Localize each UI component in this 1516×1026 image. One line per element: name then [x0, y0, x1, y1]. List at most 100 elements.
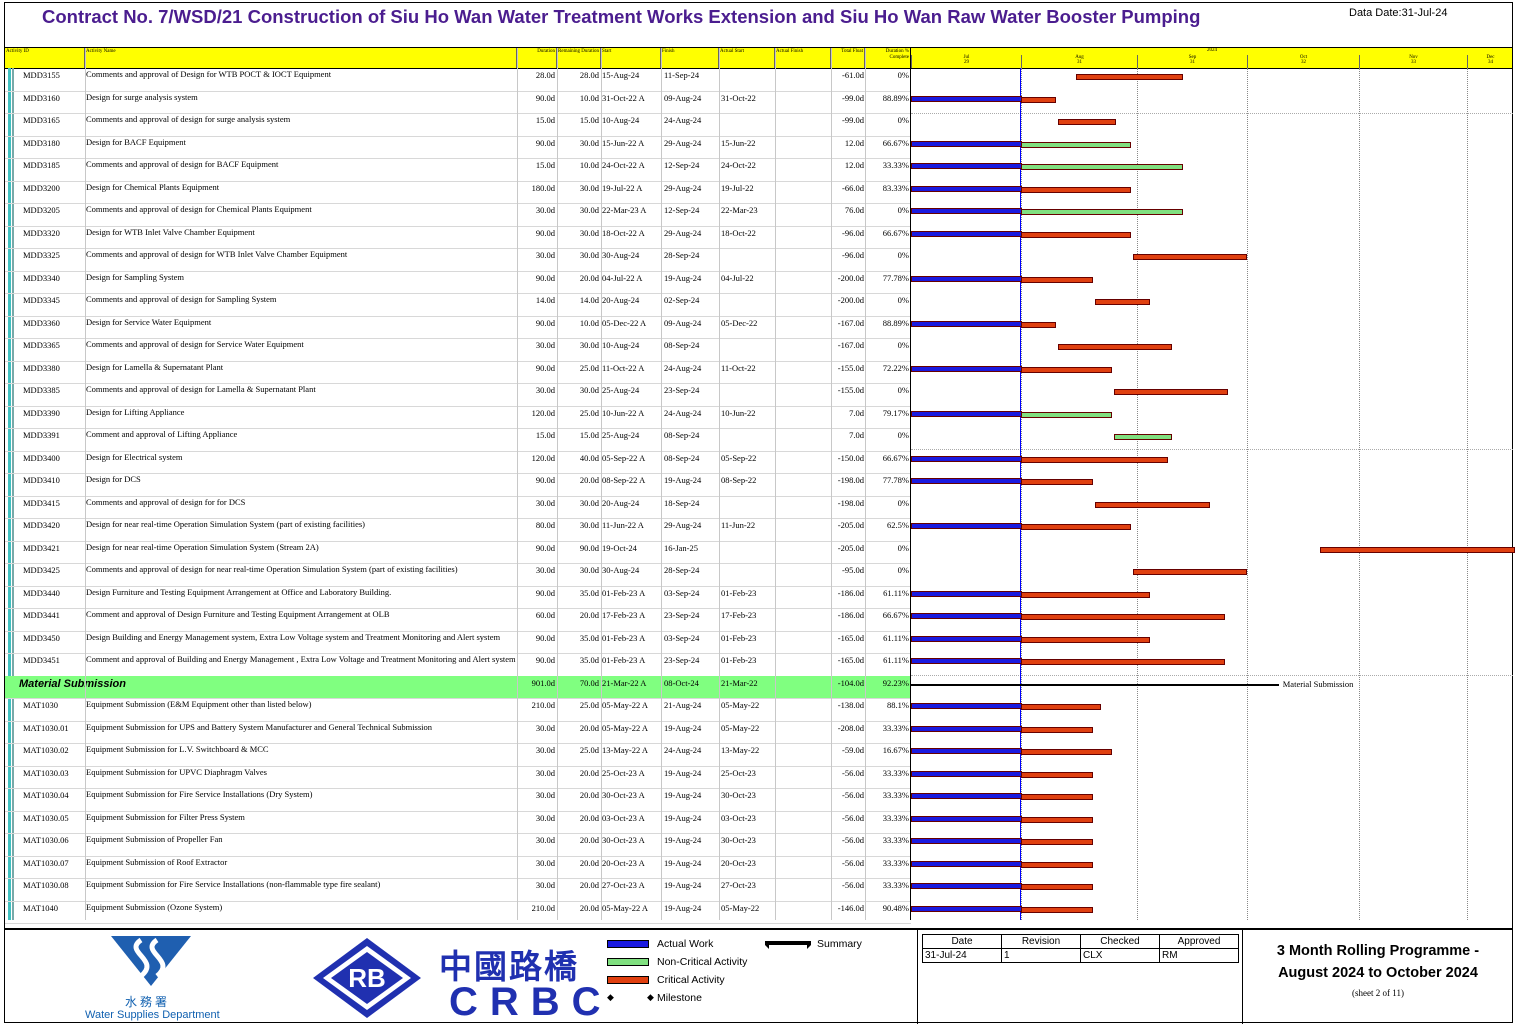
table-row[interactable]: MDD3380 Design for Lamella & Supernatant …: [5, 361, 911, 384]
actual-work-bar[interactable]: [911, 230, 1022, 237]
actual-work-bar[interactable]: [911, 410, 1022, 417]
critical-bar[interactable]: [1021, 659, 1225, 665]
table-row[interactable]: MDD3390 Design for Lifting Appliance 120.0…: [5, 406, 911, 429]
critical-bar[interactable]: [1021, 479, 1094, 485]
actual-work-bar[interactable]: [911, 455, 1022, 462]
actual-work-bar[interactable]: [911, 658, 1022, 664]
table-row[interactable]: MAT1030.01 Equipment Submission for UPS a…: [5, 721, 911, 744]
critical-bar[interactable]: [1021, 839, 1094, 845]
actual-work-bar[interactable]: [911, 770, 1022, 777]
critical-bar[interactable]: [1021, 749, 1112, 755]
table-row[interactable]: MDD3365 Comments and approval of design f…: [5, 338, 911, 362]
actual-work-bar[interactable]: [911, 613, 1022, 619]
critical-bar[interactable]: [1021, 704, 1101, 710]
actual-work-bar[interactable]: [911, 590, 1022, 597]
table-row[interactable]: MDD3400 Design for Electrical system 120.0…: [5, 451, 911, 474]
table-row[interactable]: MDD3420 Design for near real-time Operati…: [5, 518, 911, 542]
critical-bar[interactable]: [1021, 726, 1094, 733]
critical-bar[interactable]: [1113, 389, 1229, 395]
col-actual-finish[interactable]: Actual Finish: [775, 48, 831, 68]
actual-work-bar[interactable]: [911, 163, 1022, 169]
table-row[interactable]: MDD3450 Design Building and Energy Manage…: [5, 631, 911, 654]
actual-work-bar[interactable]: [911, 208, 1022, 214]
critical-bar[interactable]: [1021, 771, 1094, 778]
table-row[interactable]: MDD3410 Design for DCS 90.0d 20.0d 08-Sep-22…: [5, 473, 911, 497]
critical-bar[interactable]: [1021, 591, 1150, 598]
actual-work-bar[interactable]: [911, 635, 1022, 642]
non-critical-bar[interactable]: [1021, 164, 1184, 170]
table-row[interactable]: MAT1030 Equipment Submission (E&M Equipme…: [5, 698, 911, 722]
table-row[interactable]: MAT1030.05 Equipment Submission for Filte…: [5, 811, 911, 834]
table-row[interactable]: MDD3360 Design for Service Water Equipmen…: [5, 316, 911, 339]
actual-work-bar[interactable]: [911, 838, 1022, 844]
actual-work-bar[interactable]: [911, 725, 1022, 732]
critical-bar[interactable]: [1057, 344, 1172, 350]
actual-work-bar[interactable]: [911, 883, 1022, 889]
col-activity-id[interactable]: Activity ID: [5, 48, 85, 68]
table-row[interactable]: MDD3415 Comments and approval of design f…: [5, 496, 911, 519]
wbs-summary-row[interactable]: Material Submission 901.0d 70.0d 21-Mar-22 …: [5, 675, 911, 699]
non-critical-bar[interactable]: [1021, 209, 1184, 215]
actual-work-bar[interactable]: [911, 185, 1022, 192]
critical-bar[interactable]: [1076, 74, 1184, 80]
col-duration[interactable]: Duration: [517, 48, 557, 68]
critical-bar[interactable]: [1021, 884, 1094, 890]
table-row[interactable]: MDD3320 Design for WTB Inlet Valve Chambe…: [5, 226, 911, 249]
table-row[interactable]: MAT1030.03 Equipment Submission for UPVC …: [5, 766, 911, 789]
table-row[interactable]: MDD3180 Design for BACF Equipment 90.0d 30.…: [5, 136, 911, 159]
table-row[interactable]: MDD3200 Design for Chemical Plants Equipm…: [5, 181, 911, 204]
table-row[interactable]: MDD3391 Comment and approval of Lifting A…: [5, 428, 911, 452]
table-row[interactable]: MDD3340 Design for Sampling System 90.0d 20…: [5, 271, 911, 294]
table-row[interactable]: MDD3385 Comments and approval of design f…: [5, 383, 911, 407]
critical-bar[interactable]: [1021, 96, 1056, 103]
table-row[interactable]: MDD3325 Comments and approval of design f…: [5, 248, 911, 272]
critical-bar[interactable]: [1095, 501, 1210, 508]
actual-work-bar[interactable]: [911, 860, 1022, 867]
table-row[interactable]: MDD3441 Comment and approval of Design Fu…: [5, 608, 911, 632]
critical-bar[interactable]: [1320, 546, 1515, 553]
actual-work-bar[interactable]: [911, 703, 1022, 709]
critical-bar[interactable]: [1021, 614, 1225, 620]
critical-bar[interactable]: [1095, 299, 1150, 305]
non-critical-bar[interactable]: [1021, 411, 1112, 418]
table-row[interactable]: MAT1030.08 Equipment Submission for Fire …: [5, 878, 911, 902]
actual-work-bar[interactable]: [911, 523, 1022, 529]
col-total-float[interactable]: Total Float: [831, 48, 865, 68]
actual-work-bar[interactable]: [911, 748, 1022, 754]
table-row[interactable]: MDD3165 Comments and approval of design f…: [5, 113, 911, 137]
non-critical-bar[interactable]: [1021, 141, 1131, 148]
critical-bar[interactable]: [1021, 186, 1131, 193]
table-row[interactable]: MDD3155 Comments and approval of Design f…: [5, 68, 911, 92]
table-row[interactable]: MDD3421 Design for near real-time Operati…: [5, 541, 911, 564]
critical-bar[interactable]: [1021, 524, 1131, 530]
critical-bar[interactable]: [1021, 366, 1112, 373]
actual-work-bar[interactable]: [911, 320, 1022, 327]
table-row[interactable]: MAT1030.02 Equipment Submission for L.V. …: [5, 743, 911, 767]
critical-bar[interactable]: [1021, 861, 1094, 868]
table-row[interactable]: MDD3160 Design for surge analysis system 9…: [5, 91, 911, 114]
col-activity-name[interactable]: Activity Name: [85, 48, 517, 68]
col-finish[interactable]: Finish: [661, 48, 719, 68]
col-start[interactable]: Start: [601, 48, 661, 68]
actual-work-bar[interactable]: [911, 95, 1022, 102]
actual-work-bar[interactable]: [911, 275, 1022, 282]
actual-work-bar[interactable]: [911, 815, 1022, 822]
col-actual-start[interactable]: Actual Start: [719, 48, 775, 68]
table-row[interactable]: MDD3425 Comments and approval of design f…: [5, 563, 911, 587]
critical-bar[interactable]: [1021, 276, 1094, 283]
actual-work-bar[interactable]: [911, 478, 1022, 484]
table-row[interactable]: MDD3440 Design Furniture and Testing Equi…: [5, 586, 911, 609]
critical-bar[interactable]: [1132, 569, 1247, 575]
critical-bar[interactable]: [1057, 119, 1116, 125]
table-row[interactable]: MAT1030.06 Equipment Submission of Propel…: [5, 833, 911, 857]
critical-bar[interactable]: [1021, 794, 1094, 800]
critical-bar[interactable]: [1021, 816, 1094, 823]
critical-bar[interactable]: [1021, 456, 1169, 463]
critical-bar[interactable]: [1021, 636, 1150, 643]
table-row[interactable]: MDD3185 Comments and approval of design f…: [5, 158, 911, 182]
col-remaining[interactable]: Remaining Duration: [557, 48, 601, 68]
critical-bar[interactable]: [1021, 231, 1131, 238]
actual-work-bar[interactable]: [911, 140, 1022, 147]
non-critical-bar[interactable]: [1113, 434, 1172, 440]
actual-work-bar[interactable]: [911, 793, 1022, 799]
